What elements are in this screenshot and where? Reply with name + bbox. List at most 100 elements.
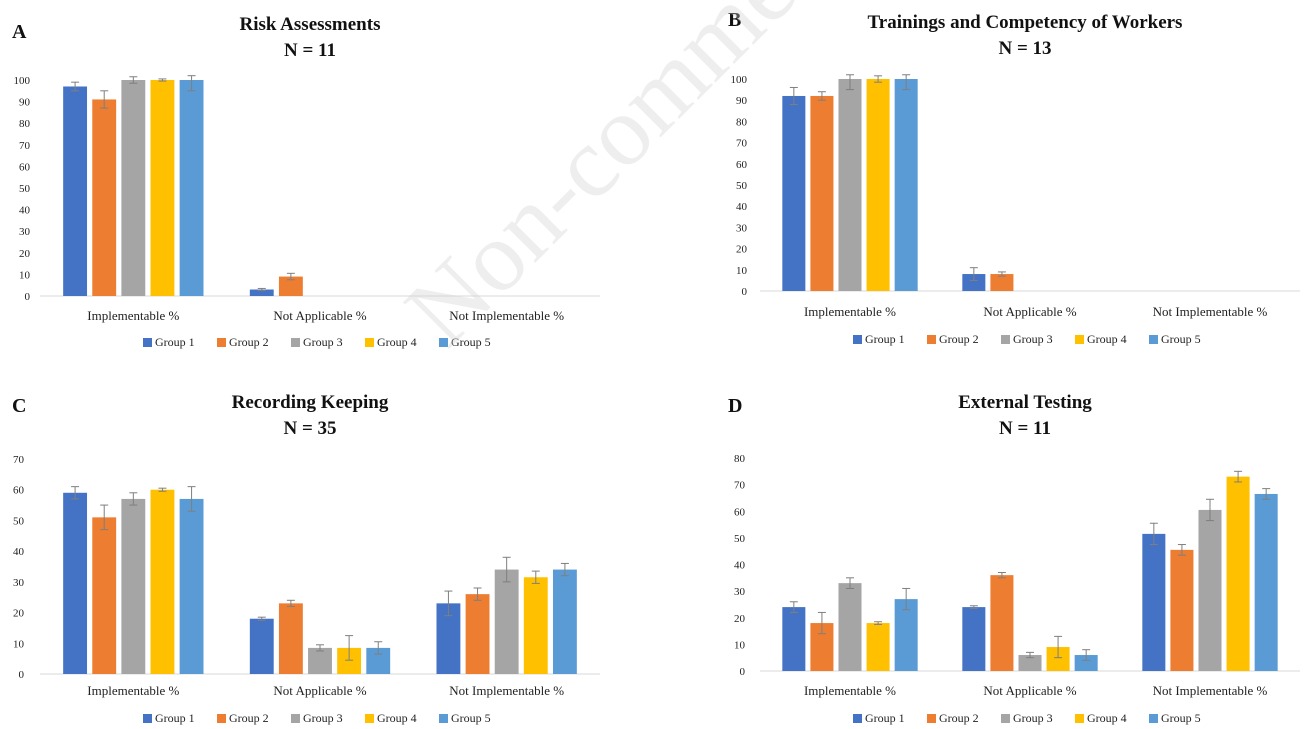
y-tick-label: 20 (19, 248, 31, 260)
bar-group-5 (366, 647, 391, 674)
bar-group-2 (1170, 549, 1194, 671)
y-tick-label: 100 (14, 75, 31, 87)
y-tick-label: 20 (736, 244, 748, 256)
category-label: Implementable % (804, 683, 896, 698)
legend-swatch (365, 338, 374, 347)
legend-label: Group 2 (939, 332, 979, 346)
bar-group-2 (278, 276, 303, 296)
bar-group-2 (92, 517, 117, 674)
y-tick-label: 50 (13, 515, 25, 527)
y-tick-label: 30 (734, 586, 746, 598)
legend-label: Group 2 (229, 711, 269, 725)
bar-group-4 (1226, 476, 1250, 671)
y-tick-label: 80 (736, 116, 748, 128)
y-tick-label: 90 (19, 97, 31, 109)
legend-swatch (143, 338, 152, 347)
legend-label: Group 4 (377, 335, 417, 349)
y-tick-label: 0 (19, 669, 25, 681)
bar-group-3 (838, 79, 862, 291)
legend-label: Group 5 (451, 335, 491, 349)
bar-group-3 (838, 583, 862, 671)
watermark-text: Non-comme (384, 0, 816, 366)
bar-group-2 (810, 623, 834, 671)
bar-group-2 (278, 603, 303, 674)
bar-group-1 (249, 289, 274, 296)
category-label: Not Applicable % (983, 304, 1076, 319)
legend-swatch (217, 714, 226, 723)
category-label: Not Applicable % (273, 308, 366, 323)
y-tick-label: 90 (736, 95, 748, 107)
legend-label: Group 5 (451, 711, 491, 725)
category-label: Not Applicable % (273, 683, 366, 698)
panel-a: A Risk Assessments N = 11 0 10 20 30 40 50 60 70 80… (12, 14, 600, 349)
y-tick-label: 70 (736, 138, 748, 150)
legend-swatch (291, 338, 300, 347)
category-label: Not Implementable % (1153, 304, 1268, 319)
legend-label: Group 2 (229, 335, 269, 349)
legend-swatch (143, 714, 152, 723)
bar-group-5 (552, 569, 577, 674)
y-tick-label: 0 (25, 291, 31, 303)
bar-group-5 (1074, 655, 1098, 671)
legend-label: Group 1 (865, 332, 905, 346)
bar-group-1 (1142, 533, 1166, 671)
legend-swatch (1001, 714, 1010, 723)
y-tick-label: 80 (734, 453, 746, 465)
chart-subtitle: N = 35 (283, 418, 336, 439)
bar-group-1 (962, 607, 986, 671)
legend-label: Group 2 (939, 711, 979, 725)
bar-group-2 (990, 274, 1014, 291)
y-tick-label: 10 (736, 265, 748, 277)
bar-group-1 (782, 607, 806, 671)
panel-letter: D (728, 395, 742, 417)
bar-group-3 (1198, 509, 1222, 671)
legend-swatch (439, 338, 448, 347)
y-tick-label: 0 (742, 286, 748, 298)
bar-group-1 (249, 618, 274, 674)
bar-group-4 (150, 489, 175, 674)
bar-group-4 (866, 623, 890, 671)
bar-group-3 (121, 80, 146, 296)
y-tick-label: 60 (19, 161, 31, 173)
y-tick-label: 60 (13, 485, 25, 497)
bar-group-5 (179, 498, 204, 674)
category-label: Implementable % (87, 308, 179, 323)
y-tick-label: 100 (731, 74, 748, 86)
y-tick-label: 20 (734, 613, 746, 625)
bar-group-2 (465, 594, 490, 674)
y-tick-label: 0 (740, 666, 746, 678)
panel-letter: B (728, 9, 741, 31)
legend-label: Group 1 (865, 711, 905, 725)
chart-subtitle: N = 11 (284, 40, 336, 61)
legend-swatch (291, 714, 300, 723)
bar-group-3 (494, 569, 519, 674)
chart-title: Recording Keeping (232, 392, 389, 413)
legend-label: Group 4 (1087, 332, 1127, 346)
legend-swatch (1075, 714, 1084, 723)
legend-label: Group 1 (155, 335, 195, 349)
chart-subtitle: N = 11 (999, 418, 1051, 439)
category-label: Not Implementable % (1153, 683, 1268, 698)
bar-group-1 (782, 95, 806, 292)
legend-label: Group 3 (303, 711, 343, 725)
bar-group-3 (1018, 655, 1042, 671)
panels-group: A Risk Assessments N = 11 0 10 20 30 40 50 60 70 80… (12, 9, 1300, 725)
legend-swatch (1001, 335, 1010, 344)
legend-swatch (439, 714, 448, 723)
legend-label: Group 4 (1087, 711, 1127, 725)
bar-group-1 (962, 274, 986, 291)
panel-letter: A (12, 21, 27, 43)
bar-group-5 (1254, 493, 1278, 671)
legend-swatch (1149, 335, 1158, 344)
legend-label: Group 3 (303, 335, 343, 349)
legend-label: Group 4 (377, 711, 417, 725)
bar-group-4 (523, 577, 548, 674)
chart-title: Risk Assessments (240, 14, 381, 35)
legend-swatch (1075, 335, 1084, 344)
bar-group-4 (1046, 647, 1070, 671)
y-tick-label: 70 (13, 454, 25, 466)
y-tick-label: 70 (734, 480, 746, 492)
chart-title: Trainings and Competency of Workers (868, 12, 1183, 33)
category-label: Implementable % (804, 304, 896, 319)
